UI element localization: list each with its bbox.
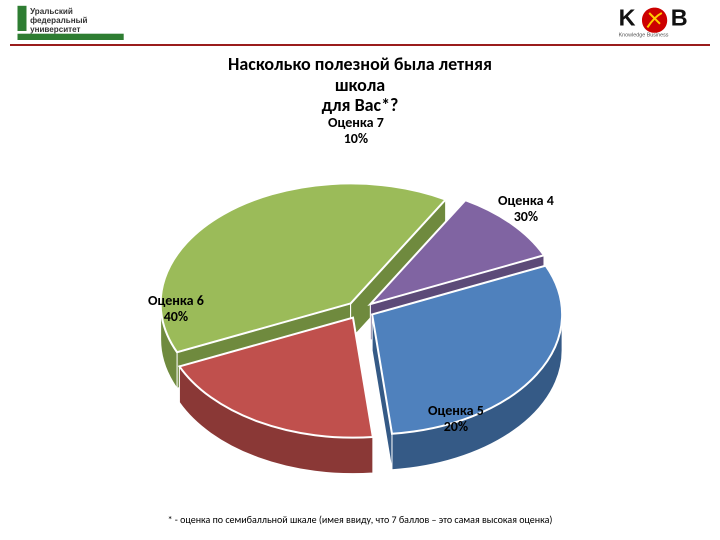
svg-text:университет: университет [30, 25, 80, 34]
svg-text:Уральский: Уральский [30, 7, 73, 16]
slice-label-s7: Оценка 710% [328, 115, 384, 146]
chart-title: Насколько полезной была летняяшколадля В… [0, 54, 720, 116]
kb-logo: K B Knowledge Business [614, 4, 706, 40]
svg-text:федеральный: федеральный [30, 16, 87, 25]
slice-name: Оценка 5 [428, 402, 484, 419]
slice-value: 10% [344, 130, 368, 147]
slice-name: Оценка 7 [328, 114, 384, 131]
title-line1: Насколько полезной была летняя [228, 53, 492, 75]
header-rule [10, 44, 710, 46]
slice-label-s4: Оценка 430% [498, 193, 554, 224]
slice-label-s6: Оценка 640% [148, 293, 204, 324]
slice-value: 20% [444, 418, 468, 435]
pie-chart-3d: Оценка 710%Оценка 430%Оценка 520%Оценка … [118, 135, 602, 490]
svg-text:K: K [619, 5, 636, 31]
slice-name: Оценка 6 [148, 292, 204, 309]
slice-value: 40% [164, 308, 188, 325]
slide-header: Уральский федеральный университет K B Kn… [0, 0, 720, 44]
slice-label-s5: Оценка 520% [428, 403, 484, 434]
footnote: * - оценка по семибалльной шкале (имея в… [0, 513, 720, 526]
footnote-text: * - оценка по семибалльной шкале (имея в… [168, 513, 553, 526]
slice-value: 30% [514, 208, 538, 225]
urfu-logo: Уральский федеральный университет [10, 4, 160, 40]
title-line2: школа [335, 74, 385, 96]
svg-text:Knowledge Business: Knowledge Business [619, 32, 669, 38]
svg-text:B: B [671, 5, 688, 31]
slice-name: Оценка 4 [498, 192, 554, 209]
